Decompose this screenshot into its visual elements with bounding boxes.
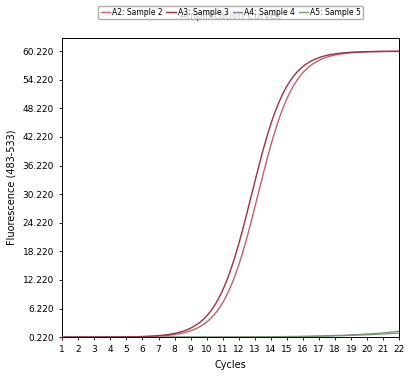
Y-axis label: Fluorescence (483-533): Fluorescence (483-533): [7, 130, 17, 245]
Title: Amplification Curves: Amplification Curves: [180, 11, 281, 20]
X-axis label: Cycles: Cycles: [215, 360, 247, 370]
Legend: A2: Sample 2, A3: Sample 3, A4: Sample 4, A5: Sample 5: A2: Sample 2, A3: Sample 3, A4: Sample 4…: [98, 6, 363, 20]
